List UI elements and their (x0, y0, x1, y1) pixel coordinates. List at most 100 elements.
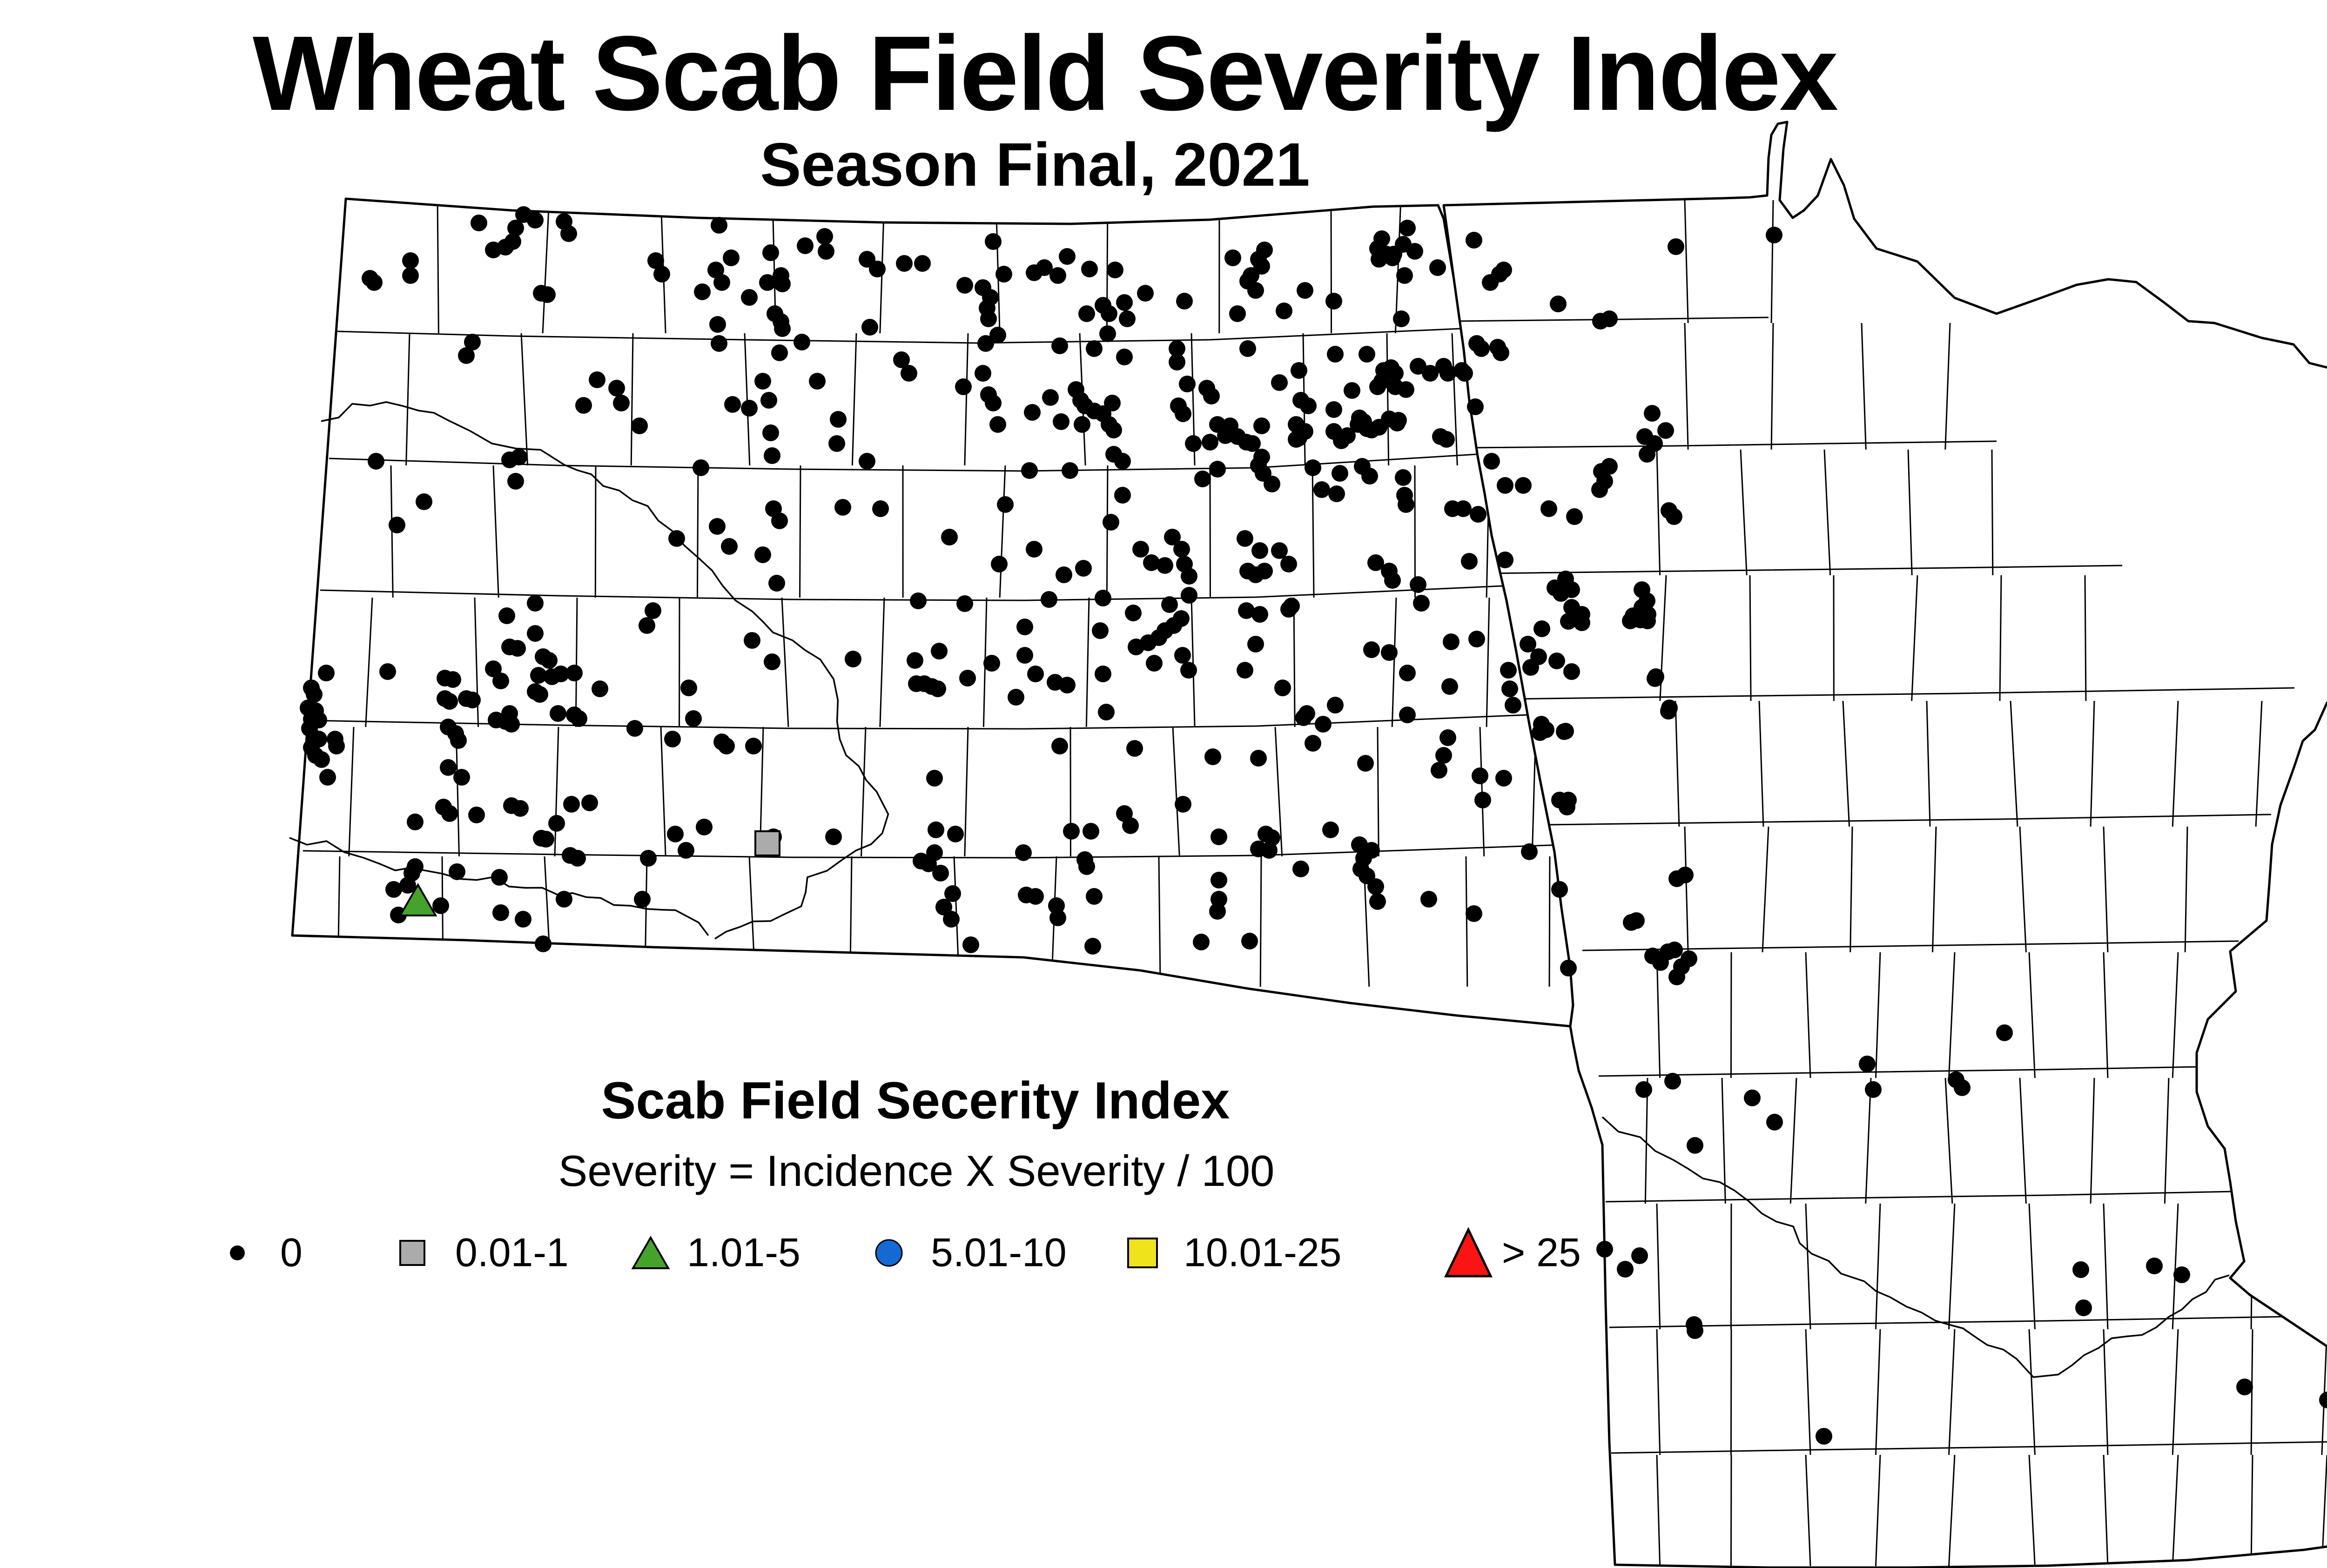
county-line (861, 727, 867, 857)
data-point-dot (468, 807, 485, 823)
data-point-gray-square (754, 830, 780, 856)
data-point-dot (527, 625, 544, 642)
data-point-dot (1657, 422, 1674, 439)
data-point-dot (1521, 843, 1538, 860)
data-point-dot (1016, 619, 1033, 635)
county-line (1274, 727, 1283, 857)
county-line (1656, 1329, 1661, 1455)
county-line (1907, 449, 1913, 576)
data-point-dot (977, 335, 994, 352)
county-line (1762, 826, 1769, 953)
data-point-dot (1297, 282, 1313, 299)
legend-label-1: 0.01-1 (455, 1230, 569, 1275)
data-point-dot (589, 371, 605, 388)
data-point-dot (1264, 476, 1280, 492)
county-line (1656, 952, 1661, 1078)
data-point-dot (1574, 606, 1590, 623)
data-point-dot (794, 334, 810, 350)
data-point-dot (491, 869, 508, 886)
data-point-dot (1596, 1241, 1613, 1258)
data-point-dot (2236, 1379, 2253, 1395)
data-point-dot (449, 863, 465, 880)
data-point-dot (1381, 644, 1398, 661)
data-point-dot (1473, 340, 1490, 357)
data-point-dot (653, 266, 670, 283)
data-point-dot (709, 518, 726, 535)
data-point-dot (1211, 891, 1227, 908)
data-point-dot (1766, 1114, 1783, 1131)
county-line (1999, 575, 2002, 701)
data-point-dot (1865, 1081, 1882, 1098)
county-line (781, 597, 789, 727)
data-point-dot (1399, 707, 1416, 723)
data-point-dot (1042, 389, 1059, 406)
data-point-dot (511, 449, 527, 465)
data-point-dot (1261, 842, 1278, 859)
data-point-dot (1280, 556, 1297, 572)
data-point-dot (571, 710, 587, 727)
data-point-dot (631, 417, 648, 434)
data-point-dot (535, 935, 551, 952)
county-line (2028, 1454, 2036, 1567)
data-point-dot (1661, 502, 1677, 519)
county-line (1861, 323, 1867, 450)
county-line (1172, 727, 1180, 857)
data-point-dot (1497, 477, 1513, 494)
data-point-dot (1175, 405, 1191, 422)
data-point-dot (1566, 508, 1583, 525)
data-point-dot (1359, 346, 1375, 363)
data-point-dot (1256, 563, 1273, 579)
data-point-dot (1687, 1137, 1703, 1154)
data-point-dot (1084, 938, 1101, 955)
data-point-dot (379, 663, 396, 680)
data-point-dot (1271, 542, 1288, 559)
data-point-dot (485, 660, 502, 677)
data-point-dot (975, 365, 991, 382)
data-point-dot (1327, 697, 1344, 713)
data-point-dot (1173, 610, 1190, 627)
data-point-dot (989, 416, 1006, 433)
data-point-dot (1203, 388, 1220, 404)
data-point-dot (1027, 666, 1044, 682)
data-point-dot (947, 826, 964, 842)
data-point-dot (566, 665, 583, 681)
data-point-dot (389, 517, 405, 533)
data-point-dot (1483, 453, 1500, 470)
data-point-dot (1399, 220, 1416, 236)
data-point-dot (1132, 541, 1149, 558)
data-point-dot (1466, 905, 1482, 922)
data-point-dot (1078, 858, 1095, 875)
legend-label-2: 1.01-5 (687, 1230, 800, 1275)
county-line (2103, 1329, 2109, 1455)
county-line (2172, 1203, 2179, 1330)
county-line (1549, 814, 2272, 826)
data-point-dot (1466, 232, 1482, 249)
county-line (1875, 1454, 1881, 1567)
county-line (1875, 952, 1881, 1078)
data-point-dot (759, 274, 776, 291)
county-line (1991, 449, 1994, 576)
county-line (337, 328, 1462, 344)
legend-label-3: 5.01-10 (931, 1230, 1067, 1275)
county-line (348, 727, 355, 857)
data-point-dot (1495, 262, 1512, 278)
data-point-dot (366, 274, 383, 291)
county-line (303, 844, 1564, 859)
county-line (594, 465, 597, 598)
data-point-dot (955, 378, 972, 395)
data-point-dot (1431, 762, 1447, 779)
data-point-dot (741, 289, 758, 306)
data-point-dot (1041, 591, 1057, 608)
data-point-dot (1146, 655, 1163, 672)
data-point-dot (980, 310, 997, 327)
data-point-dot (1250, 750, 1267, 767)
data-point-dot (1455, 500, 1472, 517)
data-point-dot (1361, 468, 1378, 485)
data-point-dot (774, 276, 791, 292)
data-point-dot (647, 252, 664, 269)
data-point-dot (1292, 861, 1309, 877)
data-point-dot (935, 899, 952, 915)
data-point-dot (1049, 909, 1066, 926)
data-point-dot (1389, 415, 1406, 431)
